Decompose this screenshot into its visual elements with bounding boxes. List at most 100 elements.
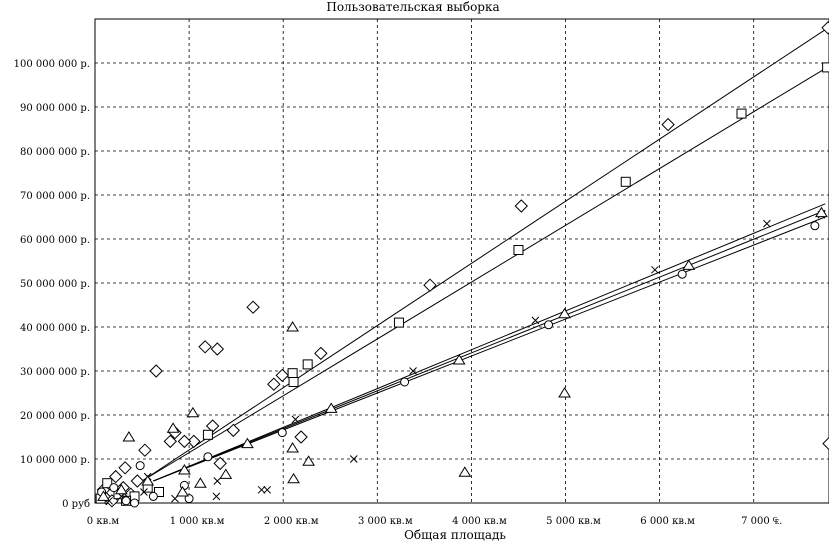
plot-area — [94, 18, 829, 504]
data-point-circle — [148, 491, 158, 501]
data-point-diamond — [246, 300, 260, 314]
data-point-square — [822, 62, 829, 73]
x-tick-label: 2 000 кв.м — [264, 516, 319, 527]
data-point-diamond — [514, 199, 528, 213]
trend-line-square — [141, 66, 828, 482]
data-point-diamond — [149, 364, 163, 378]
x-tick-label: 5 000 кв.м — [546, 516, 601, 527]
data-point-triangle — [194, 477, 207, 488]
data-point-x — [763, 219, 771, 228]
y-tick-label: 20 000 000 р. — [20, 411, 90, 422]
y-tick-label: 50 000 000 р. — [20, 279, 90, 290]
data-point-circle — [544, 320, 554, 330]
y-tick-label: 30 000 000 р. — [20, 367, 90, 378]
data-point-x — [212, 492, 221, 501]
y-tick-label: 100 000 000 р. — [14, 59, 90, 70]
data-point-square — [302, 359, 313, 370]
x-tick-label: 4 000 кв.м — [452, 516, 507, 527]
data-point-triangle — [286, 442, 300, 453]
x-tick-label: 0 кв.м — [87, 516, 120, 527]
data-point-triangle — [324, 402, 338, 413]
data-point-circle — [810, 221, 820, 231]
data-point-triangle — [141, 475, 155, 486]
x-tick-label: 7 000 ₠. — [741, 516, 782, 527]
data-point-x — [409, 367, 417, 375]
data-point-circle — [130, 498, 140, 508]
trend-line-x — [153, 203, 826, 482]
data-point-triangle — [558, 387, 571, 398]
data-point-triangle — [122, 431, 136, 442]
data-point-square — [513, 245, 524, 255]
data-point-diamond — [198, 340, 212, 354]
data-point-diamond — [177, 434, 192, 449]
data-point-circle — [277, 428, 287, 438]
data-point-triangle — [815, 206, 828, 218]
data-point-diamond — [226, 423, 241, 438]
data-points — [95, 21, 829, 508]
data-point-triangle — [286, 321, 300, 332]
data-point-x — [263, 485, 272, 494]
data-point-diamond — [294, 430, 308, 444]
y-tick-label: 10 000 000 р. — [20, 455, 90, 466]
data-point-triangle — [178, 464, 191, 475]
data-point-circle — [400, 377, 410, 387]
data-point-triangle — [166, 422, 180, 433]
data-point-square — [153, 487, 164, 497]
data-point-diamond — [118, 461, 132, 475]
x-tick-label: 3 000 кв.м — [358, 516, 413, 527]
data-point-circle — [109, 483, 119, 493]
data-point-triangle — [219, 468, 233, 479]
x-tick-label: 6 000 кв.м — [640, 516, 695, 527]
data-point-x — [531, 316, 540, 325]
y-tick-label: 90 000 000 р. — [20, 103, 90, 114]
trend-line-triangle — [153, 209, 826, 482]
data-point-triangle — [186, 406, 200, 418]
data-point-diamond — [661, 117, 675, 132]
x-axis-label: Общая площадь — [404, 528, 506, 542]
data-point-circle — [121, 496, 131, 506]
data-point-triangle — [452, 354, 466, 365]
trend-line-circle — [153, 216, 826, 482]
data-point-square — [393, 317, 404, 328]
data-point-circle — [203, 452, 213, 462]
data-point-x — [291, 415, 300, 424]
data-point-diamond — [821, 21, 829, 35]
data-point-diamond — [213, 456, 227, 471]
data-point-diamond — [314, 346, 328, 361]
data-point-square — [287, 368, 298, 379]
data-point-square — [288, 377, 299, 387]
data-point-x — [349, 455, 358, 463]
data-point-x — [651, 265, 659, 274]
data-point-triangle — [97, 490, 110, 501]
data-point-diamond — [822, 436, 829, 451]
data-point-diamond — [275, 368, 289, 383]
data-point-triangle — [114, 483, 128, 495]
data-point-x — [257, 485, 266, 494]
data-point-square — [102, 478, 113, 489]
data-point-circle — [677, 269, 687, 279]
grid-lines — [95, 19, 829, 503]
data-point-diamond — [108, 469, 123, 484]
trend-line-diamond — [141, 27, 829, 482]
data-point-square — [620, 176, 631, 187]
data-point-diamond — [267, 377, 281, 391]
data-point-triangle — [558, 307, 571, 319]
y-tick-label: 80 000 000 р. — [20, 147, 90, 158]
x-tick-label: 1 000 кв.м — [170, 516, 225, 527]
data-point-triangle — [241, 437, 254, 449]
y-tick-label: 70 000 000 р. — [20, 191, 90, 202]
data-point-square — [736, 108, 747, 119]
data-point-diamond — [163, 434, 177, 449]
data-point-triangle — [287, 472, 300, 484]
data-point-triangle — [682, 259, 696, 270]
data-point-circle — [135, 461, 145, 471]
y-tick-label: 0 руб — [62, 499, 90, 510]
trend-lines — [141, 27, 829, 482]
data-point-x — [140, 488, 148, 496]
y-tick-label: 60 000 000 р. — [20, 235, 90, 246]
data-point-diamond — [210, 342, 225, 356]
data-point-diamond — [130, 474, 145, 488]
x-axis-tick-labels: 0 кв.м 1 000 кв.м 2 000 кв.м 3 000 кв.м 4 00… — [87, 516, 782, 527]
chart-title: Пользовательская выборка — [326, 0, 499, 14]
